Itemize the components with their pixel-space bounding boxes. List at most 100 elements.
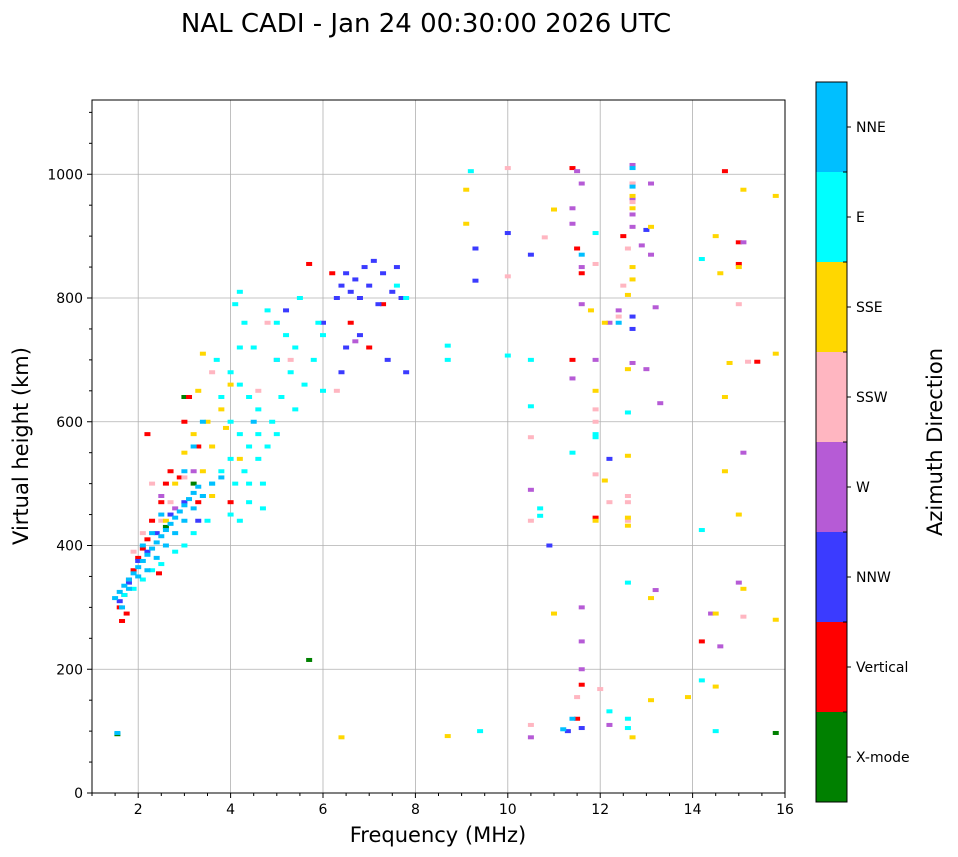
data-point-nnw <box>135 558 142 563</box>
data-point-nne <box>153 555 160 560</box>
data-point-w <box>708 611 715 616</box>
data-point-vertical <box>347 320 354 325</box>
data-point-e <box>218 469 225 474</box>
data-point-e <box>292 407 299 412</box>
data-point-nnw <box>504 231 511 236</box>
data-point-ssw <box>735 302 742 307</box>
data-point-nnw <box>356 333 363 338</box>
data-point-sse <box>338 735 345 740</box>
data-point-nnw <box>389 289 396 294</box>
data-point-x-mode <box>162 524 169 529</box>
data-point-e <box>292 345 299 350</box>
data-point-nne <box>144 552 151 557</box>
data-point-ssw <box>592 407 599 412</box>
data-point-e <box>624 726 631 731</box>
data-point-ssw <box>130 549 137 554</box>
data-point-vertical <box>130 568 137 573</box>
data-point-ssw <box>592 472 599 477</box>
data-point-nne <box>199 419 206 424</box>
data-point-e <box>149 568 156 573</box>
data-point-sse <box>624 367 631 372</box>
data-point-e <box>227 419 234 424</box>
data-point-sse <box>218 407 225 412</box>
data-point-ssw <box>629 181 636 186</box>
data-point-nnw <box>546 543 553 548</box>
data-point-vertical <box>592 515 599 520</box>
data-point-ssw <box>504 166 511 171</box>
data-point-sse <box>721 469 728 474</box>
data-point-vertical <box>366 345 373 350</box>
data-point-ssw <box>624 246 631 251</box>
data-point-w <box>578 605 585 610</box>
data-point-e <box>527 357 534 362</box>
data-point-ssw <box>167 500 174 505</box>
data-point-sse <box>551 611 557 616</box>
plot-area <box>92 100 785 793</box>
data-point-nne <box>135 565 142 570</box>
data-point-nne <box>186 497 193 502</box>
data-point-nne <box>199 494 206 498</box>
colorbar-segment-vertical <box>816 622 847 712</box>
data-point-e <box>477 729 484 734</box>
data-point-ssw <box>527 435 534 440</box>
data-point-e <box>320 333 326 338</box>
data-point-e <box>250 345 257 350</box>
data-point-nne <box>560 727 567 732</box>
data-point-vertical <box>578 271 585 276</box>
colorbar-label: NNE <box>856 120 886 136</box>
colorbar-label: NNW <box>856 570 891 586</box>
data-point-sse <box>735 265 742 270</box>
data-point-w <box>352 339 359 344</box>
data-point-w <box>629 197 636 201</box>
data-point-w <box>629 224 636 229</box>
data-point-nne <box>139 558 146 563</box>
x-tick-label: 12 <box>591 802 609 818</box>
y-tick-label: 400 <box>56 539 83 555</box>
data-point-nne <box>569 716 576 721</box>
data-point-nnw <box>380 271 387 276</box>
data-point-e <box>273 320 280 325</box>
data-point-e <box>241 469 248 474</box>
data-point-e <box>232 481 239 486</box>
data-point-vertical <box>181 419 188 424</box>
data-point-e <box>698 257 705 262</box>
data-point-nnw <box>195 518 202 523</box>
data-point-nne <box>125 577 132 582</box>
data-point-vertical <box>735 240 742 245</box>
data-point-vertical <box>569 357 576 362</box>
data-point-nne <box>190 506 197 511</box>
data-point-nne <box>250 419 257 424</box>
data-point-sse <box>222 425 229 430</box>
colorbar: X-mode Vertical NNW W SSW SSE E NNE <box>815 81 910 803</box>
data-point-ssw <box>624 518 631 523</box>
data-point-x-mode <box>772 730 779 735</box>
data-point-w <box>578 639 585 644</box>
data-point-nnw <box>403 370 410 375</box>
data-point-e <box>393 283 400 288</box>
data-marks <box>112 162 779 740</box>
data-point-ssw <box>264 320 271 325</box>
data-point-ssw <box>149 481 156 486</box>
data-point-nne <box>121 583 128 588</box>
data-point-vertical <box>195 500 202 505</box>
data-point-sse <box>721 395 728 399</box>
data-point-sse <box>227 382 234 387</box>
data-point-e <box>444 343 451 348</box>
data-point-w <box>158 494 165 498</box>
data-point-e <box>537 506 544 511</box>
plot-axes: 2 4 6 8 10 12 14 16 0 200 400 600 800 1000 <box>47 99 794 818</box>
data-point-sse <box>592 518 599 523</box>
data-point-nnw <box>384 357 391 362</box>
data-point-ssw <box>574 695 581 700</box>
data-point-nnw <box>338 283 345 288</box>
data-point-nnw <box>643 227 650 232</box>
data-point-w <box>172 506 179 511</box>
data-point-w <box>717 644 724 649</box>
data-point-nne <box>158 534 165 539</box>
data-point-nnw <box>347 289 354 294</box>
data-point-nnw <box>167 512 174 517</box>
data-point-ssw <box>181 475 188 480</box>
data-point-nne <box>176 509 183 514</box>
data-point-w <box>643 367 650 372</box>
data-point-ssw <box>287 357 294 362</box>
